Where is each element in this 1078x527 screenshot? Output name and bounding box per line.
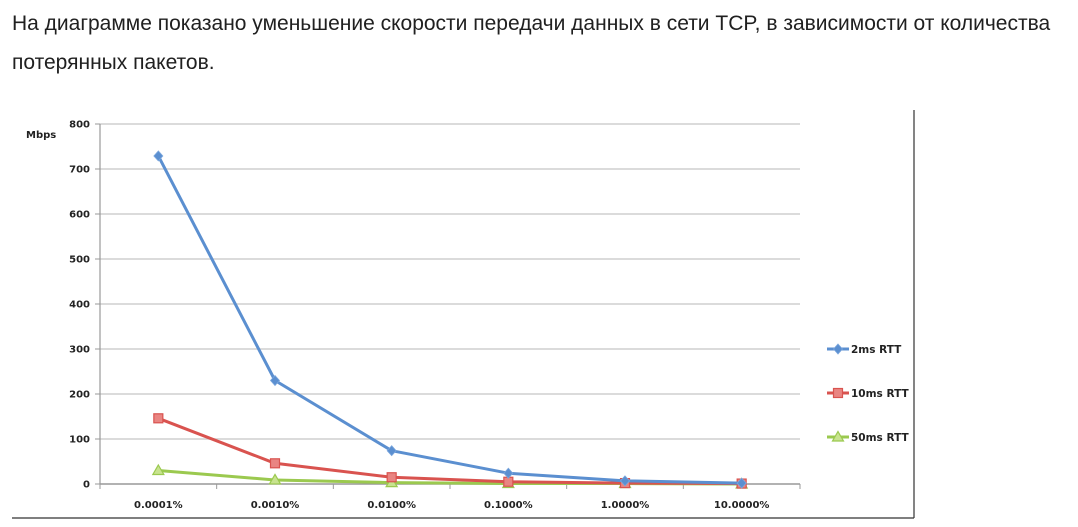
- series-line: [157, 155, 742, 485]
- data-point: [619, 475, 631, 487]
- data-point: [153, 413, 164, 424]
- legend-marker: [831, 430, 845, 442]
- x-tick-label: 0.0001%: [134, 500, 183, 511]
- intro-text: На диаграмме показано уменьшение скорост…: [12, 12, 1051, 74]
- x-tick-label: 0.0100%: [367, 500, 416, 511]
- series-group: [151, 150, 749, 489]
- data-point: [268, 473, 282, 485]
- legend-label: 2ms RTT: [851, 344, 902, 356]
- data-point: [269, 374, 281, 387]
- series-2ms-rtt: [153, 150, 747, 489]
- data-point: [386, 445, 397, 457]
- chart-container: 0 100 200 300 400 500 600 700 800 0.0001% 0.0010%…: [12, 108, 916, 520]
- data-point: [736, 477, 747, 489]
- line-chart: 0 100 200 300 400 500 600 700 800 0.0001% 0.0010%…: [12, 110, 915, 519]
- y-axis-label: Mbps: [26, 130, 56, 141]
- legend-item: 2ms RTT: [827, 343, 902, 356]
- y-tick-label: 700: [69, 165, 90, 176]
- y-tick-label: 600: [69, 210, 90, 221]
- y-tick-label: 300: [69, 345, 90, 356]
- y-tick-label: 0: [83, 480, 90, 491]
- data-point: [386, 472, 397, 483]
- grid-lines: [95, 123, 801, 489]
- y-tick-label: 200: [69, 390, 90, 401]
- x-axis-ticks: 0.0001% 0.0010% 0.0100% 0.1000% 1.0000% 10.00…: [134, 500, 769, 511]
- y-tick-label: 500: [69, 255, 90, 266]
- y-tick-label: 800: [69, 120, 90, 131]
- legend-label: 50ms RTT: [851, 432, 909, 444]
- chart-frame: [12, 110, 915, 519]
- y-tick-label: 100: [69, 435, 90, 446]
- legend-item: 50ms RTT: [827, 430, 909, 444]
- legend-marker: [832, 343, 844, 355]
- x-tick-label: 10.0000%: [714, 500, 770, 511]
- x-tick-label: 0.1000%: [484, 500, 533, 511]
- data-point: [503, 467, 514, 479]
- x-tick-label: 0.0010%: [251, 500, 300, 511]
- series-line: [157, 416, 742, 486]
- legend-marker: [832, 387, 844, 399]
- legend: 2ms RTT 10ms RTT 50ms RTT: [827, 343, 909, 444]
- legend-label: 10ms RTT: [851, 388, 909, 400]
- x-tick-label: 1.0000%: [601, 500, 650, 511]
- legend-item: 10ms RTT: [827, 387, 909, 400]
- y-tick-label: 400: [69, 300, 90, 311]
- data-point: [153, 150, 164, 162]
- data-point: [151, 463, 165, 476]
- y-axis-ticks: 0 100 200 300 400 500 600 700 800: [69, 120, 90, 491]
- data-point: [269, 458, 281, 469]
